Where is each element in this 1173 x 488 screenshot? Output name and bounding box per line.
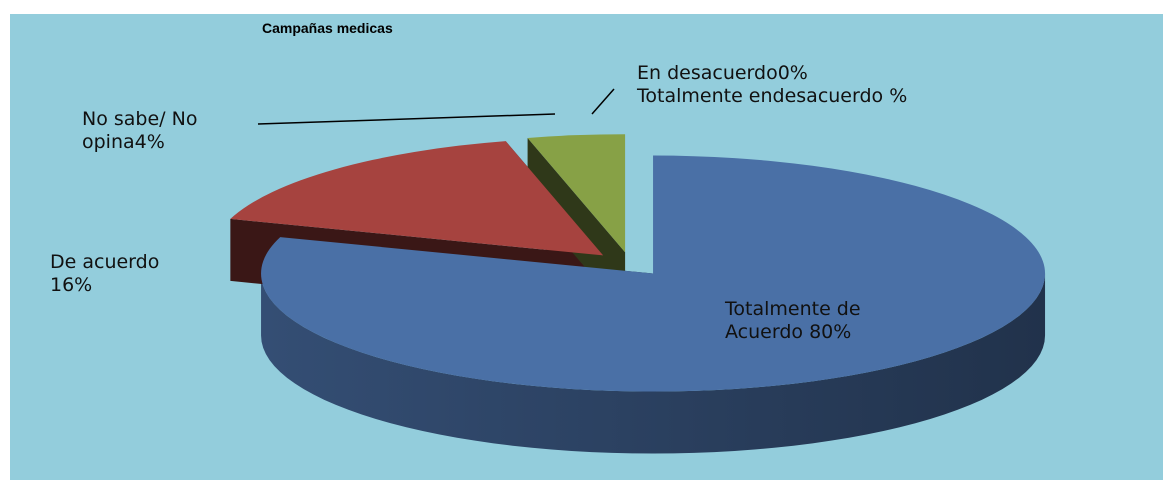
value-label: 16% bbox=[50, 274, 93, 296]
value-label: % bbox=[889, 85, 908, 107]
value-label: 4% bbox=[134, 131, 165, 153]
leader-line bbox=[257, 113, 556, 125]
plot bbox=[230, 88, 1046, 454]
value-label: 80% bbox=[809, 321, 852, 343]
slice bbox=[527, 134, 626, 253]
slice-tops bbox=[230, 134, 1046, 392]
value-label: 0% bbox=[777, 62, 808, 84]
category-label: Totalmente de Acuerdo bbox=[725, 298, 861, 343]
slice-label: Totalmente endesacuerdo % bbox=[637, 85, 1057, 108]
category-label: De acuerdo bbox=[50, 251, 160, 273]
category-label: En desacuerdo bbox=[637, 62, 778, 84]
slice bbox=[261, 155, 1046, 392]
leader-line bbox=[591, 88, 615, 115]
slice-label: Totalmente de Acuerdo 80% bbox=[725, 298, 895, 344]
category-label: No sabe/ No opina bbox=[82, 108, 198, 153]
slice bbox=[230, 141, 604, 256]
slice-label: De acuerdo 16% bbox=[50, 251, 200, 297]
slice-side bbox=[261, 273, 1046, 454]
chart: Campañas medicas Totalmente de Acuerdo 8… bbox=[10, 14, 1163, 480]
slice-label: En desacuerdo0% bbox=[637, 62, 1057, 85]
slice-label: No sabe/ No opina4% bbox=[82, 108, 262, 154]
category-label: Totalmente endesacuerdo bbox=[637, 85, 884, 107]
chart-title: Campañas medicas bbox=[262, 20, 393, 36]
